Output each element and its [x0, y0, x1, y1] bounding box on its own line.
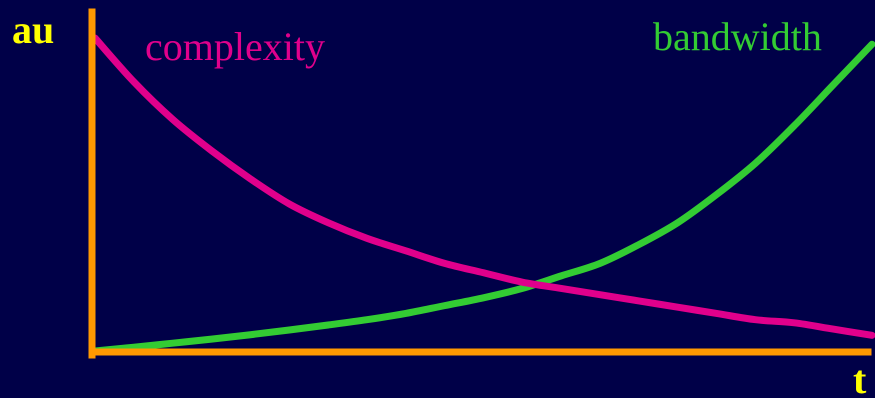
series-label-bandwidth: bandwidth [653, 14, 822, 59]
x-axis-label: t [853, 357, 867, 398]
y-axis-label: au [12, 7, 54, 52]
series-layer [91, 34, 875, 355]
series-line-complexity [91, 34, 875, 339]
series-label-complexity: complexity [145, 24, 325, 69]
series-line-bandwidth [91, 40, 875, 355]
